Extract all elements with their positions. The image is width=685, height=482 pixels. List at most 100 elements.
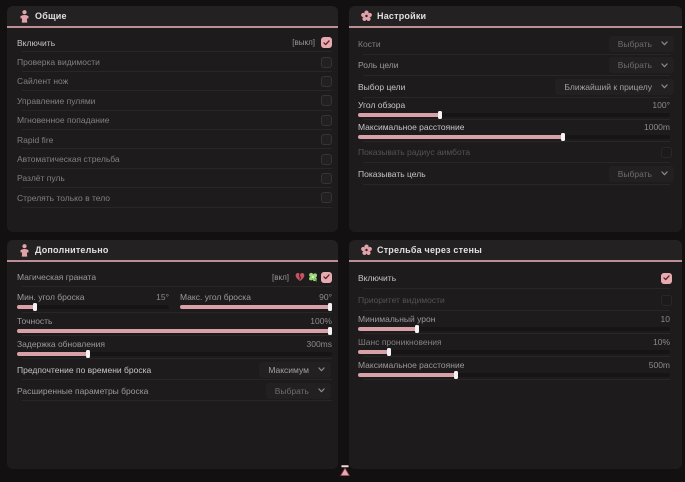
slider-handle[interactable] — [560, 133, 565, 141]
dropdown[interactable]: Выбрать — [609, 166, 674, 182]
check-icon — [323, 274, 330, 280]
slider: Задержка обновления 300ms — [17, 339, 332, 358]
checkbox-unchecked[interactable] — [321, 75, 332, 87]
slider-track[interactable] — [358, 348, 670, 356]
slider-track[interactable] — [358, 325, 670, 333]
toggle-row: Магическая граната [вкл] — [17, 271, 332, 283]
panel-body: Кости Выбрать Роль цели Выбрать Выбор цели Бл… — [349, 28, 682, 185]
row-toggle[interactable]: Включить — [358, 267, 672, 289]
slider-handle[interactable] — [328, 302, 332, 311]
row-toggle[interactable]: Проверка видимости — [17, 52, 332, 73]
row-toggle[interactable]: Включить [выкл] — [17, 33, 332, 53]
checkbox-unchecked[interactable] — [321, 134, 332, 146]
slider-track[interactable] — [358, 371, 670, 379]
row-label: Магическая граната — [17, 272, 97, 282]
slider-handle[interactable] — [438, 111, 443, 119]
dropdown[interactable]: Ближайший к прицелу — [555, 79, 674, 95]
broken-heart-icon — [295, 272, 308, 282]
dropdown[interactable]: Максимум — [259, 362, 331, 378]
checkbox-checked[interactable] — [321, 271, 332, 283]
checkbox-unchecked[interactable] — [321, 56, 332, 68]
checkbox-checked[interactable] — [661, 272, 672, 284]
toggle-row: Управление пулями — [17, 95, 332, 107]
slider-pair-left: Мин. угол броска 15° — [17, 291, 169, 311]
slider-handle[interactable] — [453, 371, 458, 379]
slider-pair-right: Макс. угол броска 90° — [180, 292, 332, 311]
slider-value: 10 — [660, 314, 670, 324]
slider-value: 300ms — [306, 339, 332, 349]
dropdown-value: Выбрать — [617, 38, 652, 49]
slider: Минимальный урон 10 — [358, 314, 670, 333]
panel-header-wallbang[interactable]: Стрельба через стены — [349, 240, 682, 262]
toggle-row: Стрелять только в тело — [17, 192, 332, 204]
hotkey-state: [выкл] — [292, 38, 315, 48]
row-toggle[interactable]: Сайлент нож — [17, 72, 332, 92]
row-toggle[interactable]: Магическая граната [вкл] — [17, 267, 332, 287]
row-toggle[interactable]: Автоматическая стрельба — [17, 149, 332, 170]
dropdown[interactable]: Выбрать — [266, 383, 331, 399]
combo-row: Предпочтение по времени броска Максимум — [17, 362, 332, 378]
slider-handle[interactable] — [32, 302, 37, 311]
slider-label-row: Шанс проникновения 10% — [358, 337, 670, 347]
slider-handle[interactable] — [386, 348, 391, 356]
panel-body: Включить [выкл] Проверка видимости Сайлент … — [7, 28, 338, 208]
row-toggle[interactable]: Управление пулями — [17, 91, 332, 111]
dropdown[interactable]: Выбрать — [609, 36, 674, 52]
slider-handle[interactable] — [414, 325, 419, 333]
chevron-down-icon — [661, 84, 668, 89]
slider: Макс. угол броска 90° — [180, 292, 332, 311]
person-icon — [19, 9, 30, 23]
slider-fill — [358, 327, 417, 331]
eject-icon[interactable] — [338, 463, 352, 477]
slider-fill — [358, 350, 389, 354]
slider-track[interactable] — [17, 350, 332, 358]
checkbox-unchecked[interactable] — [321, 153, 332, 165]
slider-fill — [358, 373, 456, 377]
row-label: Проверка видимости — [17, 57, 100, 68]
checkbox-unchecked[interactable] — [321, 172, 332, 184]
row-toggle[interactable]: Показывать радиус аимбота — [358, 142, 672, 164]
row-toggle[interactable]: Разлёт пуль — [17, 169, 332, 189]
toggle-controls: [выкл] — [292, 37, 332, 49]
slider-track[interactable] — [180, 302, 332, 311]
toggle-row: Rapid fire — [17, 134, 332, 146]
slider-value: 500m — [648, 360, 670, 370]
dropdown[interactable]: Выбрать — [609, 57, 674, 73]
check-icon — [323, 39, 330, 46]
dropdown-value: Выбрать — [617, 168, 652, 179]
row-toggle[interactable]: Стрелять только в тело — [17, 188, 332, 208]
checkbox-unchecked[interactable] — [321, 192, 332, 204]
chevron-down-icon — [318, 367, 325, 372]
row-toggle[interactable]: Rapid fire — [17, 130, 332, 150]
toggle-row: Сайлент нож — [17, 75, 332, 87]
toggle-controls — [321, 114, 332, 126]
chevron-down-icon — [318, 388, 325, 393]
slider-value: 10% — [652, 337, 670, 347]
slider-value: 15° — [156, 291, 169, 302]
panel-header-additional[interactable]: Дополнительно — [7, 240, 338, 262]
toggle-controls — [661, 294, 672, 306]
row-toggle[interactable]: Мгновенное попадание — [17, 111, 332, 131]
slider-label-row: Задержка обновления 300ms — [17, 339, 332, 349]
combo-wrap: Выбрать — [609, 166, 674, 182]
slider-track[interactable] — [358, 133, 670, 141]
slider-handle[interactable] — [85, 350, 90, 358]
slider-track[interactable] — [17, 327, 332, 335]
panel-header-settings[interactable]: Настройки — [349, 6, 682, 28]
slider-fill — [180, 304, 332, 309]
row-combo: Роль цели Выбрать — [358, 55, 670, 77]
row-toggle[interactable]: Приоритет видимости — [358, 289, 672, 311]
row-slider: Минимальный урон 10 — [358, 311, 670, 334]
checkbox-unchecked[interactable] — [321, 114, 332, 126]
toggle-controls — [321, 56, 332, 68]
chevron-down-icon — [661, 63, 668, 68]
checkbox-checked[interactable] — [321, 37, 332, 49]
slider-track[interactable] — [17, 302, 169, 311]
slider-handle[interactable] — [328, 327, 332, 335]
hotkey-state: [вкл] — [272, 272, 289, 282]
panel-header-general[interactable]: Общие — [7, 6, 338, 28]
slider-track[interactable] — [358, 111, 670, 119]
slider: Шанс проникновения 10% — [358, 337, 670, 356]
checkbox-unchecked[interactable] — [321, 95, 332, 107]
slider-label-row: Максимальное расстояние 500m — [358, 360, 670, 370]
